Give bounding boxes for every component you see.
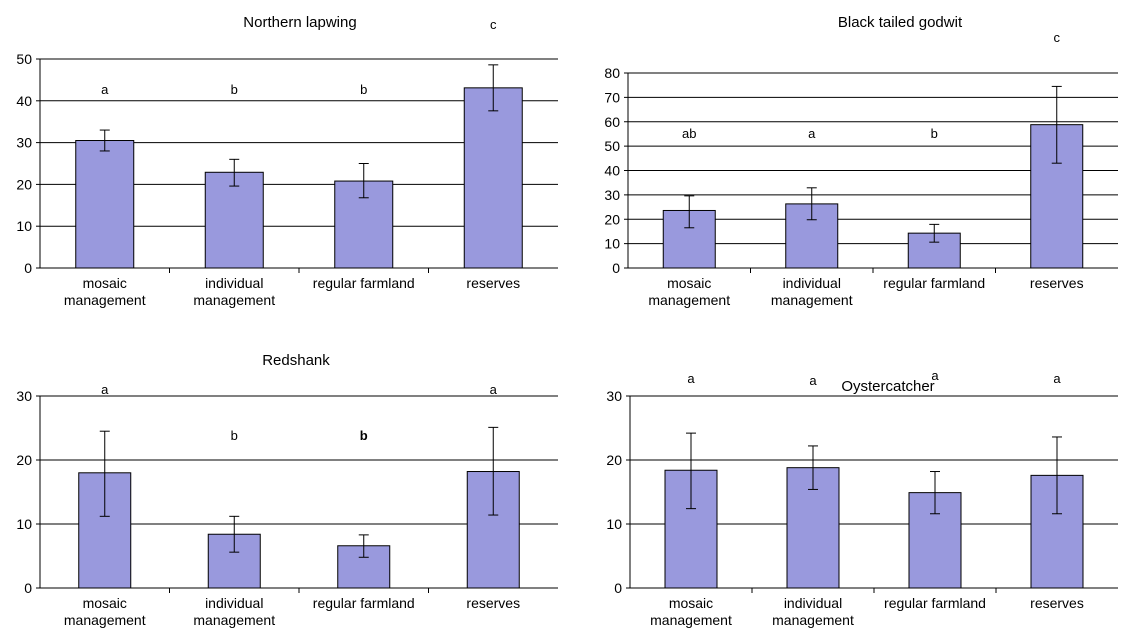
category-label: reserves — [1030, 595, 1084, 611]
chart-title: Northern lapwing — [243, 14, 356, 31]
y-tick-label: 30 — [16, 388, 32, 404]
y-tick-label: 20 — [606, 452, 622, 468]
chart-2: Black tailed godwit 0 10 20 30 40 50 60 70 80 mosa… — [604, 14, 1118, 308]
y-tick-label: 30 — [604, 187, 620, 203]
chart-title: Black tailed godwit — [838, 14, 963, 31]
y-tick-label: 20 — [16, 452, 32, 468]
category-label: regular farmland — [313, 275, 415, 291]
y-tick-label: 40 — [604, 163, 620, 179]
y-tick-label: 0 — [24, 580, 32, 596]
category-label: regular farmland — [313, 595, 415, 611]
y-tick-label: 30 — [16, 135, 32, 151]
category-label: reserves — [466, 275, 520, 291]
significance-letter: b — [931, 126, 938, 141]
chart-1: Northern lapwing 0 10 20 30 40 50 mosaic managem… — [16, 14, 558, 308]
y-tick-label: 0 — [24, 260, 32, 276]
y-tick-label: 70 — [604, 89, 620, 105]
chart-4: Oystercatcher 0 10 20 30 mosaic management a ind… — [606, 368, 1118, 628]
chart-title: Redshank — [262, 352, 330, 369]
significance-letter: a — [808, 126, 816, 141]
bar — [204, 171, 264, 269]
category-label: individual management — [193, 275, 275, 308]
significance-letter: a — [101, 382, 109, 397]
y-tick-label: 20 — [16, 176, 32, 192]
category-label: individual management — [771, 275, 853, 308]
y-tick-label: 10 — [16, 516, 32, 532]
y-tick-label: 50 — [604, 138, 620, 154]
significance-letter: c — [490, 17, 497, 32]
significance-letter: c — [1054, 30, 1061, 45]
bar — [786, 467, 840, 589]
y-tick-label: 20 — [604, 211, 620, 227]
y-tick-label: 10 — [16, 218, 32, 234]
category-label: mosaic management — [650, 595, 732, 628]
significance-letter: b — [360, 82, 367, 97]
significance-letter: a — [490, 382, 498, 397]
significance-letter: b — [360, 428, 368, 443]
chart-3: Redshank 0 10 20 30 mosaic management a individu… — [16, 352, 558, 628]
y-tick-label: 10 — [604, 236, 620, 252]
category-label: individual management — [193, 595, 275, 628]
chart-title: Oystercatcher — [841, 378, 934, 395]
y-tick-label: 0 — [612, 260, 620, 276]
y-tick-label: 10 — [606, 516, 622, 532]
significance-letter: a — [101, 82, 109, 97]
significance-letter: b — [231, 82, 238, 97]
significance-letter: a — [931, 368, 939, 383]
bar — [463, 87, 523, 269]
category-label: reserves — [466, 595, 520, 611]
category-label: reserves — [1030, 275, 1084, 291]
significance-letter: a — [687, 371, 695, 386]
significance-letter: b — [231, 428, 238, 443]
significance-letter: ab — [682, 126, 696, 141]
significance-letter: a — [1053, 371, 1061, 386]
y-tick-label: 60 — [604, 114, 620, 130]
category-label: mosaic management — [64, 275, 146, 308]
significance-letter: a — [809, 373, 817, 388]
bar — [75, 140, 135, 269]
category-label: individual management — [772, 595, 854, 628]
category-label: mosaic management — [64, 595, 146, 628]
y-tick-label: 40 — [16, 93, 32, 109]
category-label: mosaic management — [648, 275, 730, 308]
y-tick-label: 0 — [614, 580, 622, 596]
y-tick-label: 80 — [604, 65, 620, 81]
category-label: regular farmland — [884, 595, 986, 611]
category-label: regular farmland — [883, 275, 985, 291]
y-tick-label: 50 — [16, 51, 32, 67]
y-tick-label: 30 — [606, 388, 622, 404]
